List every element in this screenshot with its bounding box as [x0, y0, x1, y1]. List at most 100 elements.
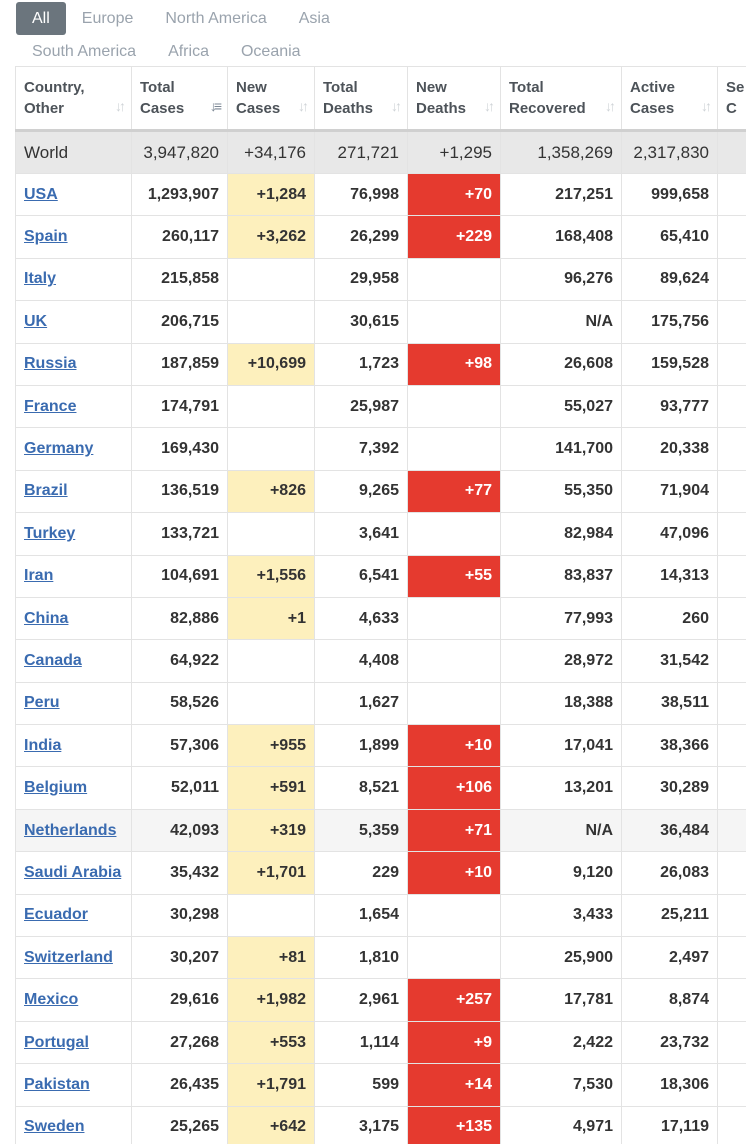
country-link[interactable]: USA: [24, 185, 58, 203]
cell-total-recovered: 17,041: [500, 724, 622, 768]
column-header-serious[interactable]: Se C: [717, 66, 746, 132]
country-link[interactable]: UK: [24, 312, 48, 330]
country-link[interactable]: Ecuador: [24, 906, 89, 924]
column-header-label-line2: Cases: [140, 100, 185, 117]
sort-icon[interactable]: ↓↑: [115, 98, 126, 114]
cell-active-cases: 26,083: [621, 851, 718, 895]
cell-active-cases: 93,777: [621, 384, 718, 429]
sort-icon[interactable]: ↓↑: [391, 98, 402, 114]
cell-total-cases: 136,519: [131, 469, 228, 514]
cell-new-deaths: +106: [407, 766, 501, 810]
column-header-total-deaths[interactable]: Total Deaths ↓↑: [314, 66, 408, 132]
country-link[interactable]: Pakistan: [24, 1075, 90, 1093]
country-link[interactable]: Peru: [24, 694, 60, 712]
cell-new-cases: +1,701: [227, 851, 315, 895]
cell-total-deaths: 1,810: [314, 936, 408, 980]
cell-new-cases: +1: [227, 596, 315, 641]
cell-total-cases: 58,526: [131, 681, 228, 726]
country-link[interactable]: Italy: [24, 270, 57, 288]
cell-new-cases: +642: [227, 1105, 315, 1144]
sort-icon[interactable]: ↓↑: [298, 98, 309, 114]
cell-country: Switzerland: [15, 936, 132, 980]
cell-total-deaths: 1,723: [314, 342, 408, 386]
sort-desc-icon[interactable]: ↓≡: [209, 98, 222, 114]
cell-country: Canada: [15, 639, 132, 683]
cell-active-cases: 175,756: [621, 300, 718, 344]
cell-country: Brazil: [15, 469, 132, 514]
sort-icon[interactable]: ↓↑: [484, 98, 495, 114]
tab-south-america[interactable]: South America: [32, 43, 137, 60]
country-link[interactable]: Russia: [24, 355, 77, 373]
cell-total-cases: 82,886: [131, 596, 228, 641]
country-link[interactable]: Mexico: [24, 991, 79, 1009]
column-header-total-cases[interactable]: Total Cases ↓≡: [131, 66, 228, 132]
cell-total-deaths: 76,998: [314, 172, 408, 217]
cell-total-deaths: 3,175: [314, 1105, 408, 1144]
country-link[interactable]: Belgium: [24, 779, 88, 797]
cell-total-cases: 42,093: [131, 808, 228, 853]
cell-active-cases: 30,289: [621, 766, 718, 810]
cell-total-cases: 1,293,907: [131, 172, 228, 217]
table-row: China 82,886 +1 4,633 77,993 260: [15, 596, 746, 641]
column-header-new-cases[interactable]: New Cases ↓↑: [227, 66, 315, 132]
column-header-label-line1: New: [236, 79, 267, 96]
tab-oceania[interactable]: Oceania: [240, 43, 301, 60]
cell-active-cases: 999,658: [621, 172, 718, 217]
cell-total-cases: 215,858: [131, 257, 228, 302]
country-link[interactable]: Germany: [24, 440, 94, 458]
cell-serious: [717, 851, 746, 895]
country-link[interactable]: China: [24, 609, 69, 627]
cell-country: Pakistan: [15, 1063, 132, 1107]
cell-active-cases: 47,096: [621, 512, 718, 556]
sort-icon[interactable]: ↓↑: [701, 98, 712, 114]
column-header-country[interactable]: Country, Other ↓↑: [15, 66, 132, 132]
column-header-label-line1: Total: [323, 79, 358, 96]
country-link[interactable]: Brazil: [24, 482, 68, 500]
cell-active-cases: 159,528: [621, 342, 718, 386]
column-header-total-recovered[interactable]: Total Recovered ↓↑: [500, 66, 622, 132]
cell-active-cases: 2,317,830: [621, 129, 718, 174]
cell-total-deaths: 1,654: [314, 893, 408, 938]
country-link[interactable]: Turkey: [24, 524, 76, 542]
cell-new-deaths: [407, 300, 501, 344]
country-link[interactable]: Saudi Arabia: [24, 863, 122, 881]
cell-total-deaths: 229: [314, 851, 408, 895]
cell-country: Turkey: [15, 512, 132, 556]
cell-active-cases: 14,313: [621, 554, 718, 598]
cell-new-deaths: [407, 427, 501, 471]
country-link[interactable]: Switzerland: [24, 948, 113, 966]
column-header-active-cases[interactable]: Active Cases ↓↑: [621, 66, 718, 132]
column-header-new-deaths[interactable]: New Deaths ↓↑: [407, 66, 501, 132]
tab-north-america[interactable]: North America: [165, 10, 267, 27]
tab-africa[interactable]: Africa: [168, 43, 209, 60]
table-row: Russia 187,859 +10,699 1,723 +98 26,608 159,52…: [15, 342, 746, 386]
country-link[interactable]: Spain: [24, 228, 68, 246]
table-row: Portugal 27,268 +553 1,114 +9 2,422 23,732: [15, 1020, 746, 1065]
country-link[interactable]: Sweden: [24, 1118, 85, 1136]
country-link[interactable]: Netherlands: [24, 821, 117, 839]
cell-new-cases: +81: [227, 936, 315, 980]
country-link[interactable]: Iran: [24, 567, 54, 585]
country-link[interactable]: Portugal: [24, 1033, 89, 1051]
cell-total-cases: 169,430: [131, 427, 228, 471]
tab-europe[interactable]: Europe: [81, 10, 134, 27]
country-link[interactable]: France: [24, 397, 77, 415]
tab-all[interactable]: All: [16, 2, 66, 35]
cell-total-recovered: 2,422: [500, 1020, 622, 1065]
tab-asia[interactable]: Asia: [298, 10, 330, 27]
cell-total-recovered: 7,530: [500, 1063, 622, 1107]
table-row: Spain 260,117 +3,262 26,299 +229 168,408 65,41…: [15, 215, 746, 259]
cell-serious: [717, 469, 746, 514]
country-link[interactable]: India: [24, 736, 62, 754]
cell-total-cases: 26,435: [131, 1063, 228, 1107]
cell-new-cases: +955: [227, 724, 315, 768]
cell-country: Portugal: [15, 1020, 132, 1065]
cell-active-cases: 38,511: [621, 681, 718, 726]
country-link[interactable]: Canada: [24, 651, 82, 669]
cell-country: Saudi Arabia: [15, 851, 132, 895]
cell-total-recovered: 9,120: [500, 851, 622, 895]
cell-serious: [717, 384, 746, 429]
cell-new-cases: [227, 512, 315, 556]
cell-country: Peru: [15, 681, 132, 726]
sort-icon[interactable]: ↓↑: [605, 98, 616, 114]
